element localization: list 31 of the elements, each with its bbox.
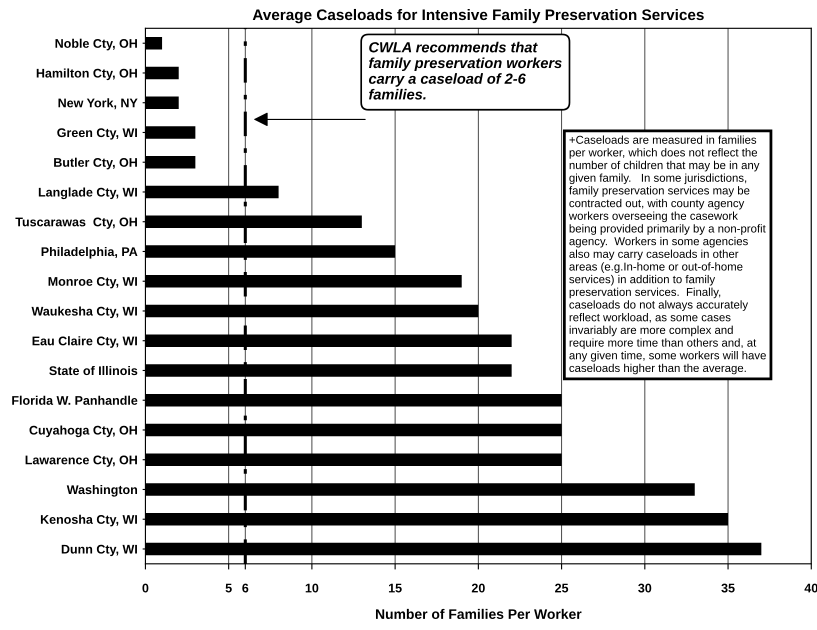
- x-tick-label: 15: [388, 584, 402, 592]
- x-tick-label: 0: [142, 584, 148, 592]
- y-tick-label: Cuyahoga Cty, OH: [29, 425, 137, 438]
- y-tick-label: Washington: [66, 484, 138, 497]
- y-tick-label: Florida W. Panhandle: [12, 396, 138, 405]
- y-tick-label: Dunn Cty, WI: [62, 544, 137, 556]
- y-tick-label: Langlade Cty, WI: [38, 187, 137, 200]
- annotation: CWLA recommends that family preservation workers carry a caseload of 2-6 families.: [368, 42, 562, 100]
- y-tick-label: Butler Cty, OH: [54, 158, 137, 170]
- y-tick-label: Eau Claire Cty, WI: [32, 336, 137, 348]
- y-tick-label: Tuscarawas Cty, OH: [15, 218, 137, 229]
- y-tick-label: New York, NY: [58, 98, 138, 110]
- x-tick-label: 6: [242, 584, 248, 592]
- y-tick-label: Noble Cty, OH: [56, 38, 137, 50]
- y-tick-label: Hamilton Cty, OH: [36, 68, 137, 80]
- x-axis-title: Number of Families Per Worker: [376, 608, 582, 620]
- x-tick-label: 5: [226, 584, 232, 592]
- y-tick-label: Green Cty, WI: [57, 128, 137, 140]
- y-tick-label: Philadelphia, PA: [42, 246, 138, 259]
- y-tick-label: State of Illinois: [49, 366, 138, 376]
- x-tick-label: 10: [306, 584, 318, 592]
- x-tick-label: 30: [638, 584, 652, 592]
- chart-title: Average Caseloads for Intensive Family Preservation Services: [252, 8, 704, 24]
- x-tick-label: 35: [721, 584, 735, 592]
- y-tick-label: Waukesha Cty, WI: [32, 306, 137, 318]
- x-tick-label: 25: [555, 584, 568, 592]
- y-tick-label: Kenosha Cty, WI: [40, 514, 137, 526]
- x-tick-label: 20: [472, 584, 485, 592]
- y-tick-label: Monroe Cty, WI: [48, 277, 137, 288]
- y-tick-label: Lawarence Cty, OH: [26, 456, 137, 467]
- text: +Caseloads are measured in families per worker, which does not reflect the number of children that may be in any given family. In some jurisdictions, family preservation services may be contracted out, with county agency workers overseeing the casework being provided primarily by a non-profit agency. Workers in some agencies also may carry caseloads in other areas (e.g.In-home or out-of-home services) in addition to family preservation services. Finally, caseloads do not always accurately reflect workload, as some cases invariably are more complex and require more time than others and, at any given time, some workers will have caseloads higher than the average.: [568, 135, 766, 374]
